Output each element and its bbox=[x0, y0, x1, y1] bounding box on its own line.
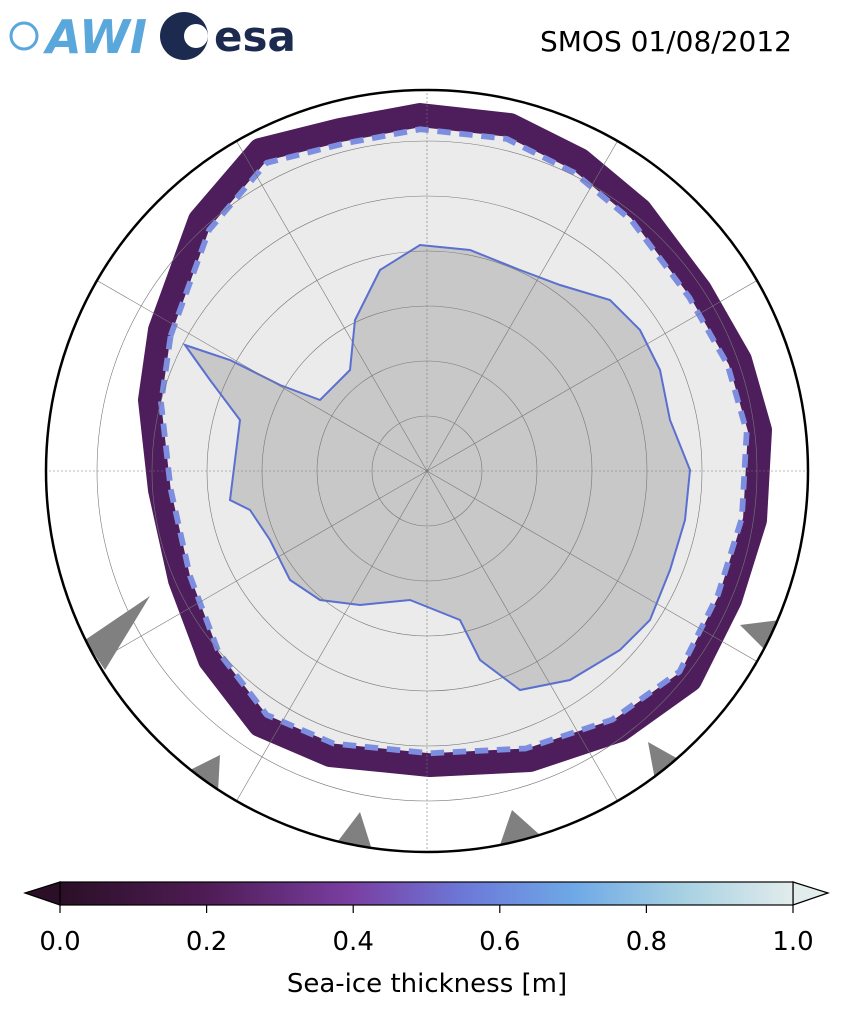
land bbox=[85, 596, 150, 670]
colorbar-scale bbox=[59, 881, 794, 906]
logo-text: AWI bbox=[43, 10, 147, 64]
land bbox=[500, 810, 540, 845]
tick-label: 0.2 bbox=[186, 927, 227, 957]
antarctica bbox=[182, 243, 692, 692]
tick-label: 0.4 bbox=[333, 927, 374, 957]
colorbar-extend-max bbox=[792, 881, 830, 906]
tick-label: 0.8 bbox=[626, 927, 667, 957]
parallel bbox=[151, 195, 703, 747]
logo-awi: AWI bbox=[9, 10, 147, 64]
meridian bbox=[426, 470, 774, 672]
tick-label: 0.6 bbox=[479, 927, 520, 957]
colorbar-extend-min bbox=[23, 881, 61, 906]
land bbox=[648, 742, 680, 780]
meridian bbox=[426, 470, 628, 818]
meridian bbox=[426, 270, 774, 472]
map-frame bbox=[44, 88, 810, 854]
map bbox=[46, 90, 808, 852]
logo-esa: esa bbox=[160, 12, 296, 61]
meridian bbox=[80, 270, 428, 472]
meridian bbox=[426, 124, 628, 472]
land bbox=[335, 812, 372, 850]
tick-label: 1.0 bbox=[772, 927, 813, 957]
parallel bbox=[371, 415, 483, 527]
logo-text: esa bbox=[214, 12, 296, 61]
colorbar-label: Sea-ice thickness [m] bbox=[287, 969, 567, 999]
tick-label: 0.0 bbox=[39, 927, 80, 957]
colorbar: Sea-ice thickness [m] 0.0 0.2 0.4 0.6 0.8 1.0 bbox=[23, 881, 830, 999]
title: SMOS 01/08/2012 bbox=[540, 25, 792, 58]
meridian bbox=[80, 470, 428, 672]
graticule bbox=[46, 90, 808, 852]
meridian bbox=[226, 124, 428, 472]
land bbox=[190, 755, 220, 792]
meridian bbox=[226, 470, 428, 818]
